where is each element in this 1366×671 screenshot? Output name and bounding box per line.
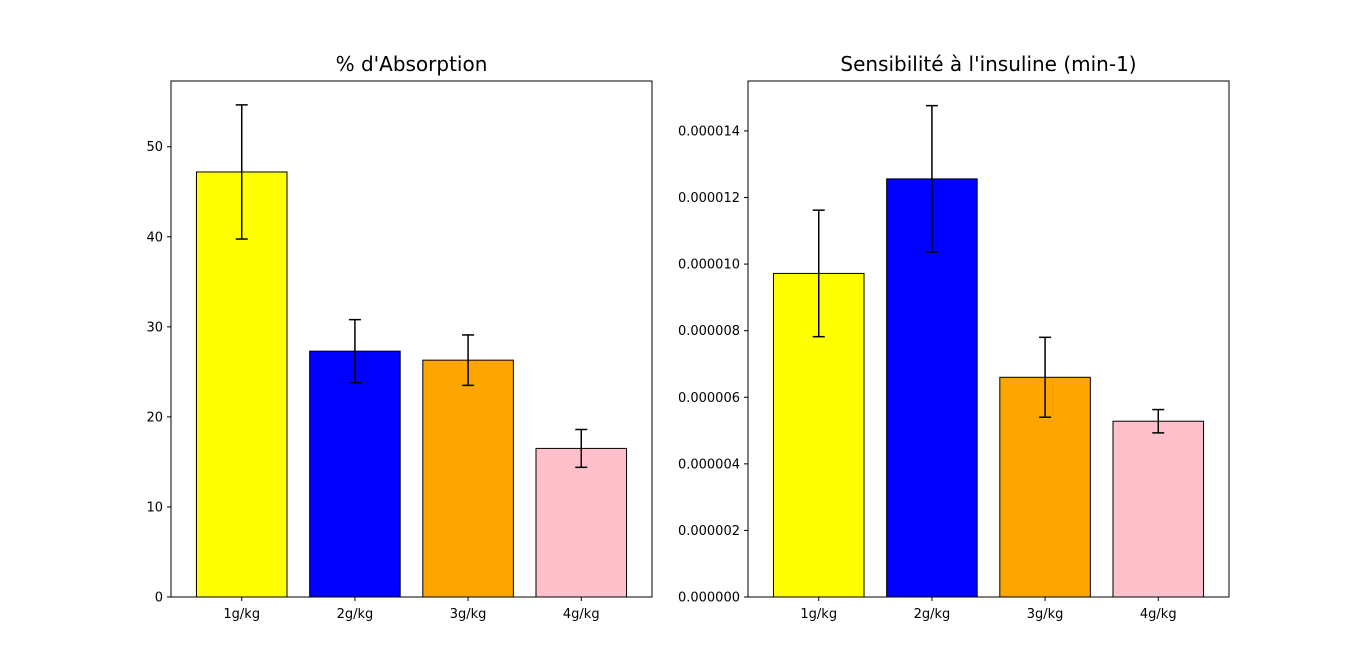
error-bar xyxy=(1039,336,1052,418)
error-bar xyxy=(575,428,588,469)
x-tick-label: 4g/kg xyxy=(563,607,600,622)
bar-4g-kg xyxy=(535,447,628,598)
y-tick-label: 0.000014 xyxy=(678,124,740,139)
y-tick-label: 0.000006 xyxy=(678,391,740,406)
x-tick-label: 3g/kg xyxy=(1027,607,1064,622)
x-tick-label: 3g/kg xyxy=(450,607,487,622)
y-tick-label: 0 xyxy=(155,591,163,606)
y-tick-label: 0.000004 xyxy=(678,457,740,472)
x-tick-label: 1g/kg xyxy=(223,607,260,622)
absorption-chart: % d'Absorption 0 10 20 30 40 50 1g/kg 2g/kg 3g/kg… xyxy=(146,52,653,622)
x-tick-label: 2g/kg xyxy=(337,607,374,622)
y-tick-label: 40 xyxy=(146,230,163,245)
insulin-sensitivity-chart: Sensibilité à l'insuline (min-1) 0.000000… xyxy=(678,52,1230,622)
y-tick-label: 50 xyxy=(146,140,163,155)
y-tick-label: 0.000008 xyxy=(678,324,740,339)
chart-title: % d'Absorption xyxy=(336,52,488,76)
error-bar xyxy=(348,318,361,384)
error-bar xyxy=(812,209,825,338)
error-bar xyxy=(1152,408,1165,434)
x-tick-label: 1g/kg xyxy=(800,607,837,622)
bar-2g-kg xyxy=(309,350,401,598)
x-tick-label: 4g/kg xyxy=(1140,607,1177,622)
error-bar xyxy=(925,104,938,253)
bar-3g-kg xyxy=(422,359,514,598)
bar-1g-kg xyxy=(195,171,288,598)
y-tick-label: 0.000010 xyxy=(678,258,740,273)
y-tick-label: 20 xyxy=(146,410,163,425)
y-tick-label: 30 xyxy=(146,320,163,335)
x-tick-label: 2g/kg xyxy=(914,607,951,622)
y-tick-label: 0.000000 xyxy=(678,591,740,606)
chart-title: Sensibilité à l'insuline (min-1) xyxy=(840,52,1136,76)
y-tick-label: 0.000012 xyxy=(678,191,740,206)
bar-4g-kg xyxy=(1112,420,1205,598)
error-bar xyxy=(235,104,248,240)
axes-frame xyxy=(747,80,1230,598)
axes-frame xyxy=(170,80,653,598)
error-bar xyxy=(462,334,475,387)
y-tick-label: 0.000002 xyxy=(678,524,740,539)
y-tick-label: 10 xyxy=(146,500,163,515)
